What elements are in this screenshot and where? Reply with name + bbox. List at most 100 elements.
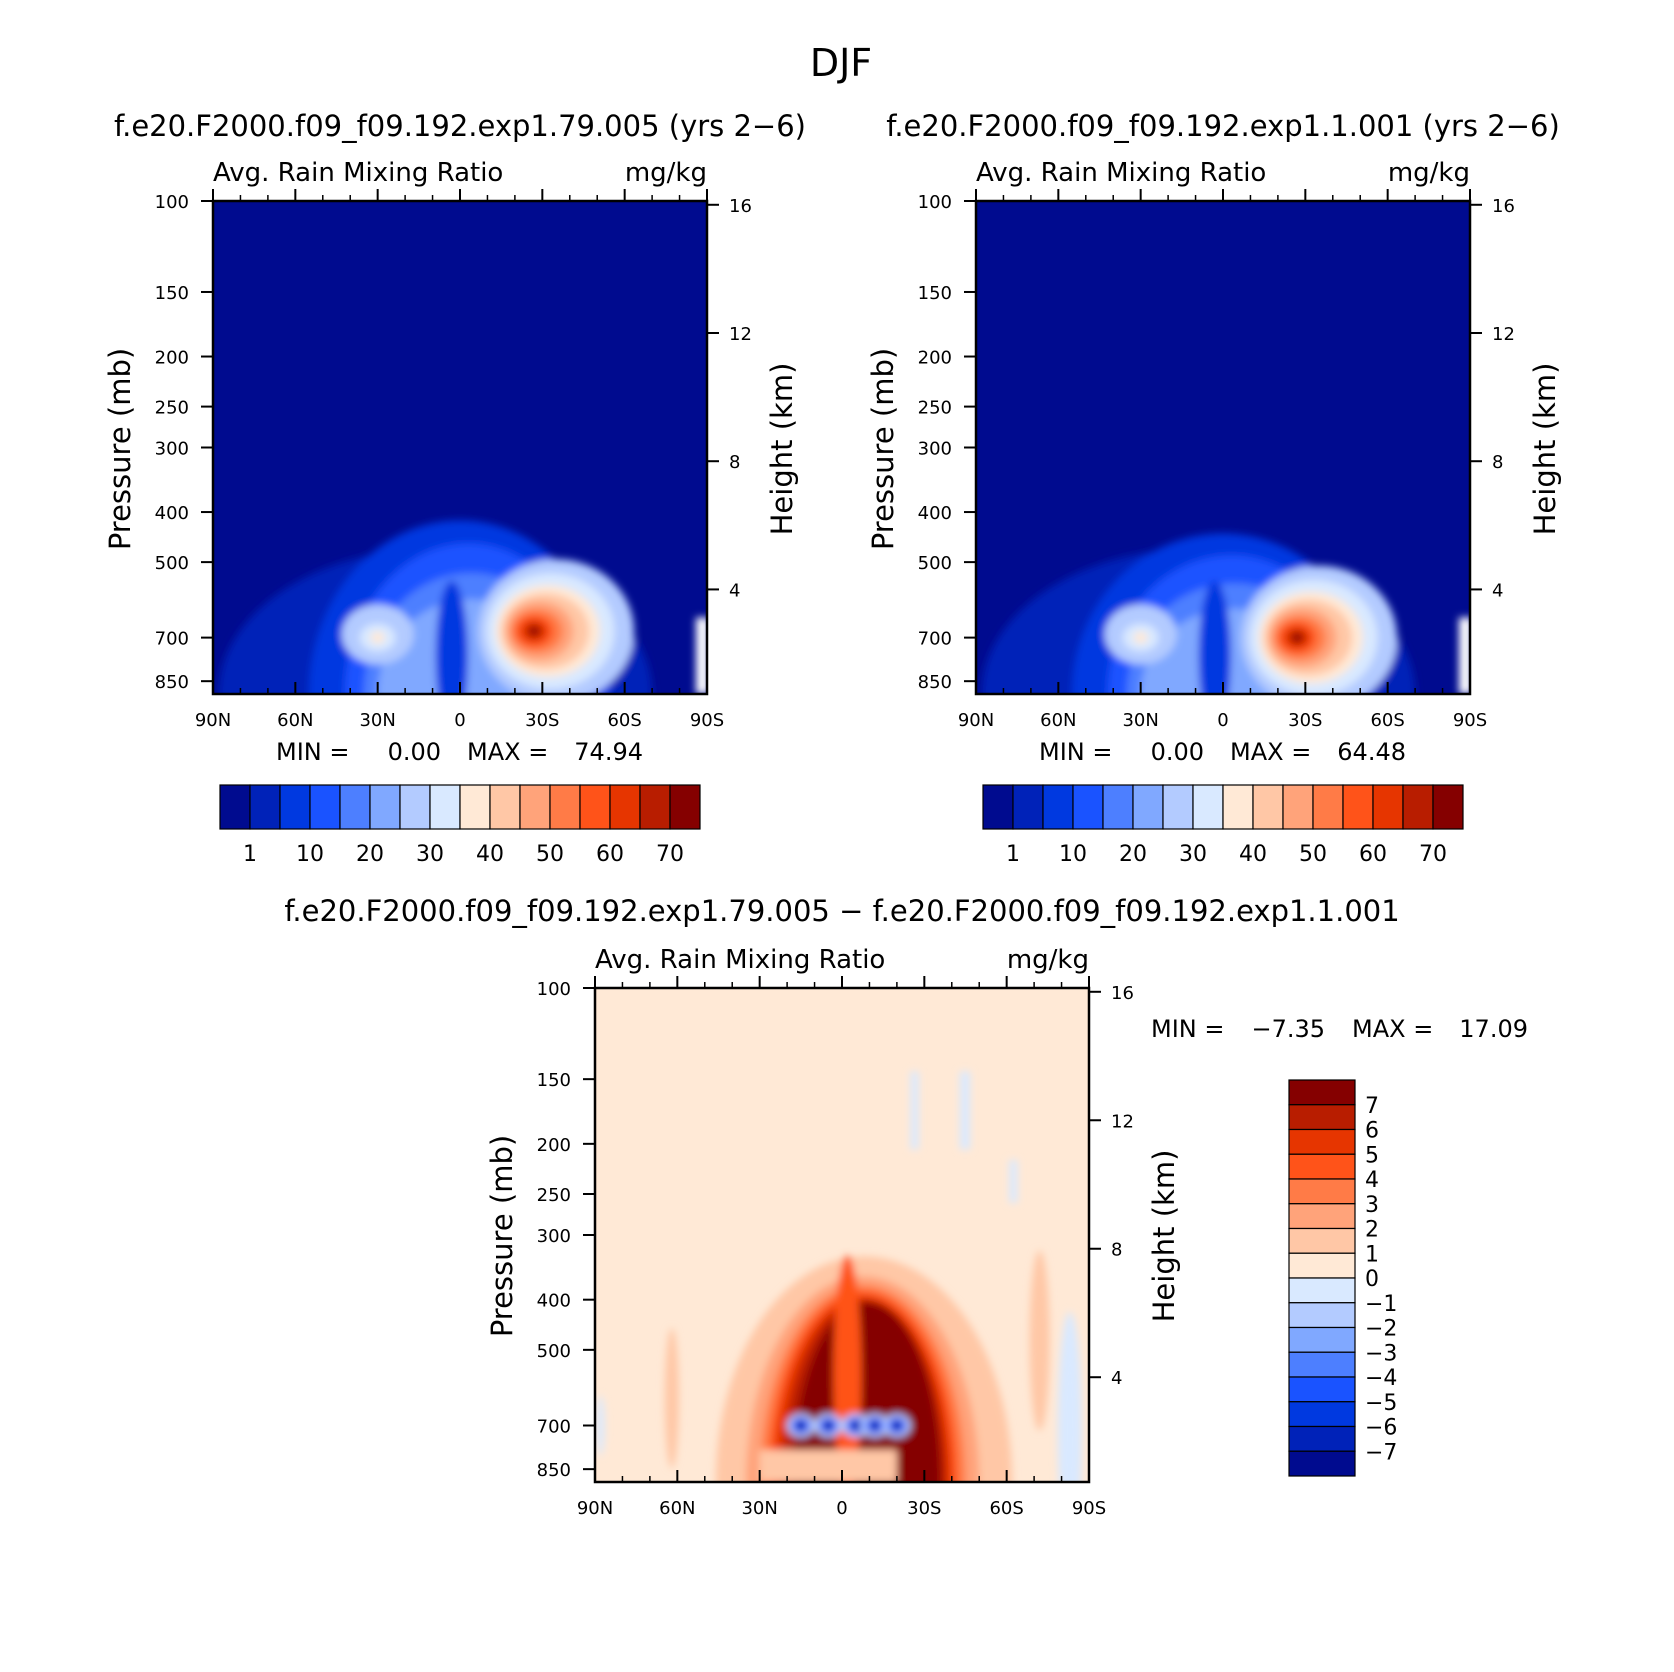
- colorbar-box: [609, 784, 641, 830]
- contour-fill: [596, 1395, 605, 1456]
- colorbar-label: 4: [1365, 1168, 1379, 1193]
- colorbar-box: [1162, 784, 1194, 830]
- missing-data: [1459, 617, 1470, 694]
- contour-fill: [759, 1449, 897, 1482]
- y2-tick-label: 4: [729, 580, 740, 601]
- colorbar-box: [1312, 784, 1344, 830]
- colorbar-label: 1: [1365, 1242, 1379, 1267]
- missing-data: [696, 617, 707, 694]
- max-label: MAX =: [1352, 1015, 1433, 1043]
- y-tick-label: 850: [537, 1460, 571, 1481]
- colorbar-label: 20: [356, 842, 384, 867]
- y-tick-label: 200: [155, 348, 189, 369]
- y2-tick-label: 12: [1492, 324, 1515, 345]
- colorbar-label: −7: [1365, 1440, 1397, 1465]
- x-tick-label: 30S: [525, 710, 559, 731]
- contour-fill: [892, 1420, 901, 1431]
- max-value: 74.94: [574, 738, 643, 766]
- y-axis-label: Pressure (mb): [485, 1135, 519, 1337]
- colorbar-label: 1: [1006, 842, 1020, 867]
- y-tick-label: 850: [155, 672, 189, 693]
- colorbar-label: 70: [656, 842, 684, 867]
- colorbar-box: [1288, 1450, 1356, 1477]
- panel-exp1-1-001: f.e20.F2000.f09_f09.192.exp1.1.001 (yrs …: [866, 109, 1562, 867]
- colorbar-label: −3: [1365, 1341, 1397, 1366]
- y-tick-label: 300: [537, 1226, 571, 1247]
- colorbar-box: [1072, 784, 1104, 830]
- y-axis-label: Pressure (mb): [866, 348, 900, 550]
- colorbar-box: [1288, 1178, 1356, 1205]
- left-string: Avg. Rain Mixing Ratio: [213, 158, 503, 188]
- colorbar-box: [1192, 784, 1224, 830]
- y-tick-label: 150: [918, 283, 952, 304]
- colorbar-label: 0: [1365, 1267, 1379, 1292]
- colorbar-box: [579, 784, 611, 830]
- colorbar-label: 50: [1299, 842, 1327, 867]
- y-tick-label: 300: [155, 439, 189, 460]
- colorbar-label: 1: [243, 842, 257, 867]
- x-tick-label: 30N: [741, 1498, 777, 1519]
- x-tick-label: 90N: [577, 1498, 613, 1519]
- left-string: Avg. Rain Mixing Ratio: [595, 945, 885, 975]
- colorbar-box: [1288, 1079, 1356, 1106]
- colorbar-box: [1342, 784, 1374, 830]
- y2-tick-label: 4: [1111, 1368, 1122, 1389]
- x-tick-label: 60N: [659, 1498, 695, 1519]
- colorbar-box: [1282, 784, 1314, 830]
- contour-fill: [796, 1420, 805, 1431]
- y-tick-label: 500: [155, 553, 189, 574]
- contour-fill: [910, 1071, 919, 1150]
- colorbar-label: 40: [476, 842, 504, 867]
- colorbar-label: 10: [296, 842, 324, 867]
- contour-fill: [530, 627, 539, 636]
- contour-fill: [435, 581, 468, 694]
- y2-axis-label: Height (km): [1528, 363, 1562, 536]
- colorbar-label: 30: [416, 842, 444, 867]
- y2-tick-label: 8: [1492, 452, 1503, 473]
- colorbar: 1 10 20 30 40 50 60 70: [219, 784, 701, 867]
- min-value: 0.00: [388, 738, 441, 766]
- y-tick-label: 500: [537, 1341, 571, 1362]
- x-tick-label: 0: [454, 710, 465, 731]
- min-value: 0.00: [1151, 738, 1204, 766]
- colorbar-box: [1402, 784, 1434, 830]
- min-label: MIN =: [276, 738, 349, 766]
- min-value: −7.35: [1251, 1015, 1325, 1043]
- colorbar-label: 50: [536, 842, 564, 867]
- colorbar-label: −4: [1365, 1366, 1397, 1391]
- y-tick-label: 700: [537, 1416, 571, 1437]
- y-tick-label: 250: [155, 398, 189, 419]
- colorbar-box: [639, 784, 671, 830]
- min-label: MIN =: [1151, 1015, 1224, 1043]
- y-tick-label: 150: [155, 283, 189, 304]
- y-tick-label: 300: [918, 439, 952, 460]
- colorbar-box: [219, 784, 251, 830]
- x-tick-label: 60N: [277, 710, 313, 731]
- colorbar-label: 10: [1059, 842, 1087, 867]
- colorbar-box: [1288, 1351, 1356, 1378]
- y-tick-label: 200: [918, 348, 952, 369]
- colorbar-label: 60: [1359, 842, 1387, 867]
- colorbar-box: [1288, 1227, 1356, 1254]
- colorbar-box: [309, 784, 341, 830]
- colorbar-label: −2: [1365, 1317, 1397, 1342]
- colorbar-label: −5: [1365, 1391, 1397, 1416]
- colorbar-label: 60: [596, 842, 624, 867]
- colorbar-box: [399, 784, 431, 830]
- y2-tick-label: 12: [1111, 1111, 1134, 1132]
- contour-fill: [960, 1071, 971, 1150]
- x-tick-label: 90N: [958, 710, 994, 731]
- x-tick-label: 90S: [1072, 1498, 1106, 1519]
- contour-fill: [824, 1420, 833, 1431]
- colorbar-box: [339, 784, 371, 830]
- colorbar-box: [1288, 1425, 1356, 1452]
- y2-tick-label: 4: [1492, 580, 1503, 601]
- panel-difference: f.e20.F2000.f09_f09.192.exp1.79.005 − f.…: [284, 894, 1528, 1519]
- figure-title: DJF: [810, 41, 872, 85]
- max-label: MAX =: [1230, 738, 1311, 766]
- colorbar-box: [1102, 784, 1134, 830]
- y-tick-label: 700: [155, 629, 189, 650]
- contour-fill: [1009, 1160, 1018, 1203]
